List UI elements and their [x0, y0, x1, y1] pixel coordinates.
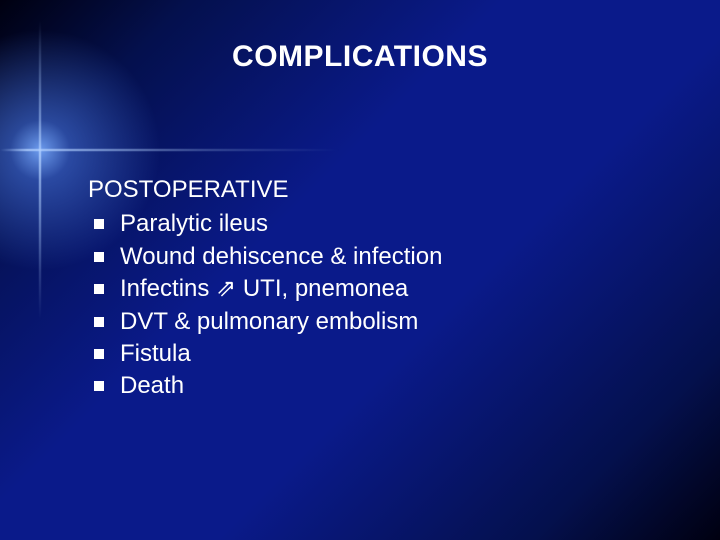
- list-item: Death: [88, 370, 442, 402]
- list-item: Fistula: [88, 338, 442, 370]
- section-label: POSTOPERATIVE: [88, 174, 442, 206]
- list-item: Paralytic ileus: [88, 208, 442, 240]
- bullet-text: Infectins ⇗ UTI, pnemonea: [120, 275, 408, 302]
- bullet-list: Paralytic ileus Wound dehiscence & infec…: [88, 208, 442, 402]
- list-item: Wound dehiscence & infection: [88, 241, 442, 273]
- bullet-text: Fistula: [120, 340, 191, 367]
- slide: COMPLICATIONS POSTOPERATIVE Paralytic il…: [0, 0, 720, 540]
- list-item: Infectins ⇗ UTI, pnemonea: [88, 273, 442, 305]
- bullet-text: Wound dehiscence & infection: [120, 243, 442, 270]
- slide-title: COMPLICATIONS: [0, 40, 720, 74]
- lens-flare-horizontal: [0, 149, 340, 151]
- bullet-text: Death: [120, 372, 184, 399]
- bullet-text: Paralytic ileus: [120, 210, 268, 237]
- slide-body: POSTOPERATIVE Paralytic ileus Wound dehi…: [88, 174, 442, 403]
- bullet-text: DVT & pulmonary embolism: [120, 308, 418, 335]
- list-item: DVT & pulmonary embolism: [88, 306, 442, 338]
